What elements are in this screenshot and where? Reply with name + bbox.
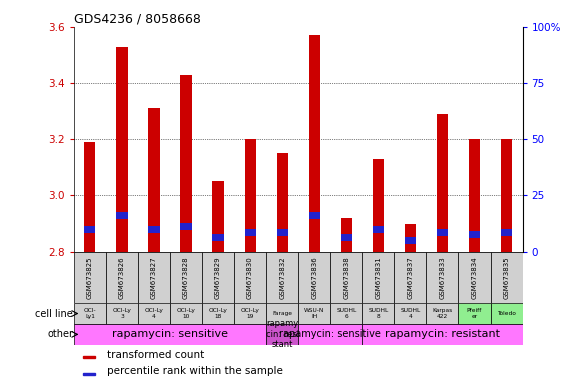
Bar [427, 303, 458, 324]
Bar [491, 252, 523, 303]
Bar [266, 303, 298, 324]
Text: rapamycin: sensitive: rapamycin: sensitive [279, 329, 381, 339]
Text: OCI-
Ly1: OCI- Ly1 [83, 308, 96, 319]
Bar [437, 114, 448, 252]
Text: OCI-Ly
18: OCI-Ly 18 [208, 308, 228, 319]
Text: OCI-Ly
3: OCI-Ly 3 [112, 308, 131, 319]
Text: SUDHL
4: SUDHL 4 [400, 308, 420, 319]
Text: OCI-Ly
4: OCI-Ly 4 [144, 308, 164, 319]
Text: OCI-Ly
19: OCI-Ly 19 [241, 308, 260, 319]
Bar [212, 182, 224, 252]
Bar [362, 324, 523, 345]
Bar [308, 212, 320, 218]
Bar [469, 231, 480, 238]
Bar [138, 303, 170, 324]
Bar [298, 303, 330, 324]
Bar [501, 228, 512, 235]
Bar [234, 303, 266, 324]
Text: rapamycin: resistant: rapamycin: resistant [385, 329, 500, 339]
Bar [84, 226, 95, 233]
Text: WSU-N
IH: WSU-N IH [304, 308, 324, 319]
Bar [394, 303, 427, 324]
Bar [148, 108, 160, 252]
Bar [83, 356, 95, 358]
Bar [116, 212, 128, 218]
Text: rapamycin: sensitive: rapamycin: sensitive [112, 329, 228, 339]
Text: GSM673825: GSM673825 [87, 256, 93, 299]
Text: GSM673826: GSM673826 [119, 256, 125, 299]
Bar [341, 234, 352, 241]
Text: GSM673829: GSM673829 [215, 256, 221, 299]
Text: Farage: Farage [272, 311, 292, 316]
Bar [373, 159, 384, 252]
Bar [405, 237, 416, 244]
Text: GSM673838: GSM673838 [343, 256, 349, 299]
Bar [74, 303, 106, 324]
Bar [202, 303, 234, 324]
Bar [330, 252, 362, 303]
Bar [308, 35, 320, 252]
Text: transformed count: transformed count [107, 350, 204, 360]
Text: Pfeiff
er: Pfeiff er [467, 308, 482, 319]
Bar [244, 139, 256, 252]
Bar [491, 303, 523, 324]
Text: SUDHL
8: SUDHL 8 [368, 308, 389, 319]
Bar [74, 324, 266, 345]
Bar [501, 139, 512, 252]
Text: GSM673827: GSM673827 [151, 256, 157, 299]
Text: GSM673835: GSM673835 [504, 256, 509, 299]
Bar [362, 252, 394, 303]
Bar [212, 234, 224, 241]
Bar [170, 303, 202, 324]
Text: OCI-Ly
10: OCI-Ly 10 [177, 308, 195, 319]
Bar [84, 142, 95, 252]
Bar [298, 252, 330, 303]
Text: GSM673837: GSM673837 [407, 256, 414, 299]
Text: other: other [47, 329, 73, 339]
Bar [181, 223, 191, 230]
Bar [106, 252, 138, 303]
Text: GSM673830: GSM673830 [247, 256, 253, 299]
Bar [458, 303, 491, 324]
Text: SUDHL
6: SUDHL 6 [336, 308, 356, 319]
Bar [170, 252, 202, 303]
Bar [266, 324, 298, 345]
Bar [83, 373, 95, 375]
Bar [148, 226, 160, 233]
Bar [116, 46, 128, 252]
Bar [244, 228, 256, 235]
Text: GSM673832: GSM673832 [279, 256, 285, 299]
Bar [437, 228, 448, 235]
Bar [373, 226, 384, 233]
Text: Toledo: Toledo [497, 311, 516, 316]
Text: GDS4236 / 8058668: GDS4236 / 8058668 [74, 13, 201, 26]
Bar [277, 228, 288, 235]
Text: GSM673833: GSM673833 [440, 256, 445, 299]
Bar [138, 252, 170, 303]
Bar [277, 153, 288, 252]
Bar [458, 252, 491, 303]
Text: GSM673836: GSM673836 [311, 256, 317, 299]
Bar [427, 252, 458, 303]
Bar [362, 303, 394, 324]
Text: GSM673834: GSM673834 [471, 256, 478, 299]
Bar [330, 303, 362, 324]
Text: rapamy
cin: resi
stant: rapamy cin: resi stant [266, 319, 299, 349]
Text: cell line: cell line [35, 308, 73, 318]
Bar [202, 252, 234, 303]
Bar [234, 252, 266, 303]
Bar [74, 252, 106, 303]
Bar [106, 303, 138, 324]
Text: Karpas
422: Karpas 422 [432, 308, 453, 319]
Bar [469, 139, 480, 252]
Bar [394, 252, 427, 303]
Bar [405, 223, 416, 252]
Text: GSM673831: GSM673831 [375, 256, 381, 299]
Bar [266, 252, 298, 303]
Text: percentile rank within the sample: percentile rank within the sample [107, 366, 283, 376]
Bar [181, 74, 191, 252]
Text: GSM673828: GSM673828 [183, 256, 189, 299]
Bar [298, 324, 362, 345]
Bar [341, 218, 352, 252]
